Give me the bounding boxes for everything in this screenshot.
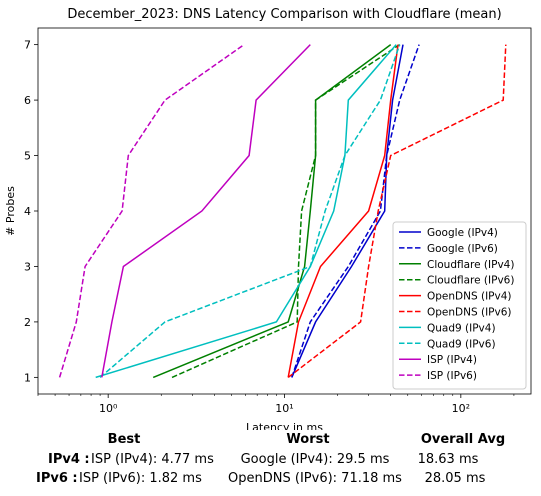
series-line-7 <box>99 44 401 378</box>
x-tick-label: 10² <box>452 402 470 415</box>
y-tick-label: 2 <box>24 316 31 329</box>
series-line-5 <box>287 44 507 378</box>
series-line-3 <box>171 43 401 379</box>
x-tick-label: 10¹ <box>275 402 293 415</box>
series-line-4 <box>287 44 399 378</box>
legend-entry-9: ISP (IPv6) <box>427 370 477 382</box>
legend-entry-6: Quad9 (IPv4) <box>427 322 496 334</box>
y-tick-label: 7 <box>24 39 31 52</box>
ipv4-best-value: ISP (IPv4): 4.77 ms <box>91 452 214 467</box>
summary-table: Best Worst Overall Avg IPv4 : ISP (IPv4)… <box>0 430 541 496</box>
series-line-9 <box>58 43 245 378</box>
legend-entry-7: Quad9 (IPv6) <box>427 338 496 350</box>
chart-title: December_2023: DNS Latency Comparison wi… <box>67 7 501 22</box>
legend-entry-0: Google (IPv4) <box>427 227 498 239</box>
y-tick-label: 4 <box>24 205 31 218</box>
series-line-2 <box>152 43 392 379</box>
series-line-1 <box>291 44 420 378</box>
best-header: Best <box>107 432 141 447</box>
legend-entry-5: OpenDNS (IPv6) <box>427 307 512 319</box>
series-group <box>58 43 507 379</box>
overall-avg-header: Overall Avg <box>420 432 506 447</box>
y-axis-label: # Probes <box>4 186 17 236</box>
ipv4-worst-value: Google (IPv4): 29.5 ms <box>240 452 390 467</box>
chart-svg: December_2023: DNS Latency Comparison wi… <box>4 7 532 434</box>
ipv4-overall-value: 18.63 ms <box>417 452 479 467</box>
y-tick-label: 3 <box>24 260 31 273</box>
ipv6-row-label: IPv6 : <box>36 471 78 486</box>
series-line-8 <box>101 44 311 378</box>
ipv6-worst-value: OpenDNS (IPv6): 71.18 ms <box>228 471 402 486</box>
y-tick-label: 1 <box>24 371 31 384</box>
legend-entry-3: Cloudflare (IPv6) <box>427 275 514 287</box>
x-axis-label: Latency in ms <box>246 421 323 430</box>
worst-header: Worst <box>286 432 330 447</box>
x-tick-label: 10⁰ <box>99 402 118 415</box>
legend-entry-2: Cloudflare (IPv4) <box>427 259 514 271</box>
legend-entry-8: ISP (IPv4) <box>427 354 477 366</box>
y-tick-label: 5 <box>24 150 31 163</box>
ipv6-overall-value: 28.05 ms <box>424 471 486 486</box>
legend-box <box>392 221 527 390</box>
ipv4-row-label: IPv4 : <box>48 452 90 467</box>
series-line-6 <box>95 44 397 379</box>
dns-latency-chart: December_2023: DNS Latency Comparison wi… <box>4 7 532 434</box>
plot-frame <box>37 27 532 395</box>
legend-entry-4: OpenDNS (IPv4) <box>427 291 512 303</box>
y-tick-label: 6 <box>24 94 31 107</box>
legend-entry-1: Google (IPv6) <box>427 243 498 255</box>
series-line-0 <box>291 44 404 378</box>
ipv6-best-value: ISP (IPv6): 1.82 ms <box>79 471 202 486</box>
